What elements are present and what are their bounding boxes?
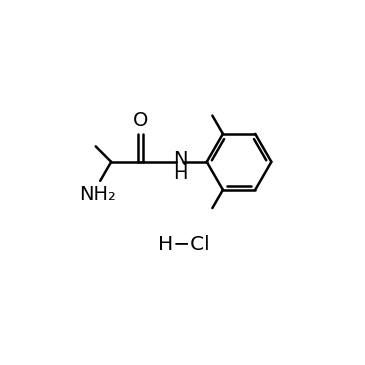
Text: O: O: [133, 111, 149, 130]
Text: H−Cl: H−Cl: [158, 235, 210, 254]
Text: H: H: [173, 164, 187, 183]
Text: NH₂: NH₂: [80, 185, 116, 204]
Text: N: N: [173, 150, 187, 169]
